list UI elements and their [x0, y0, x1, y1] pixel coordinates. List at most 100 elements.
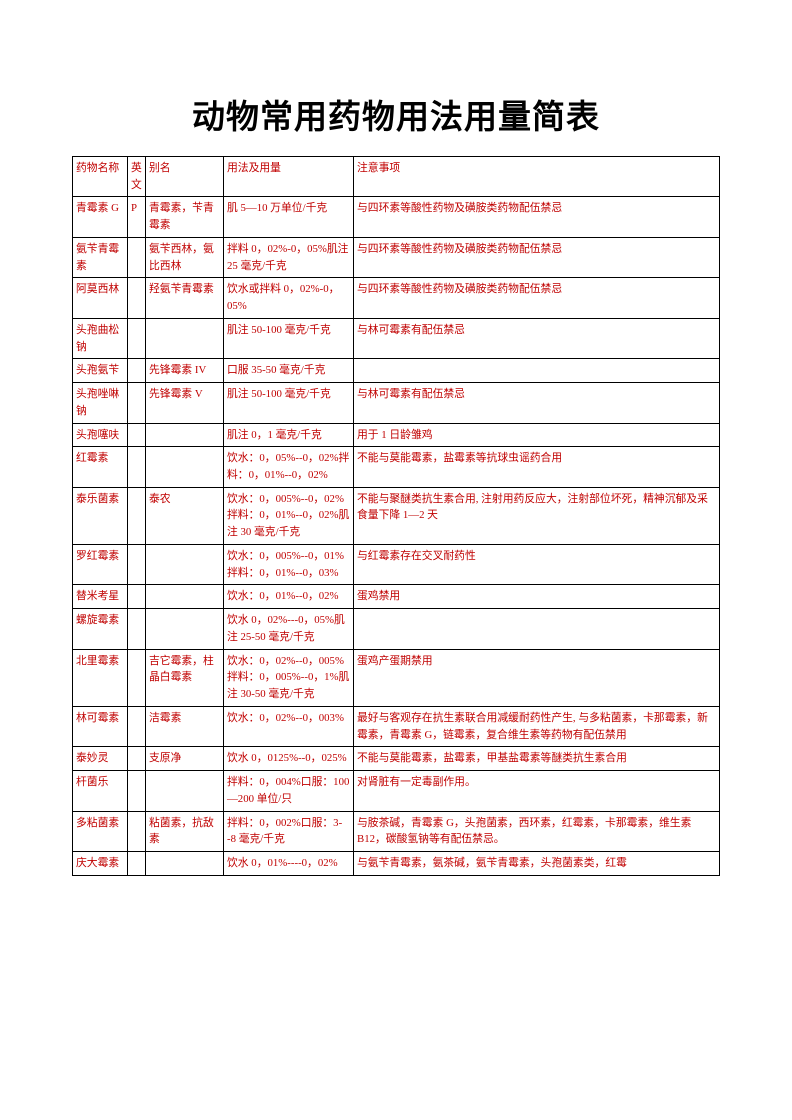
cell-alias: 先锋霉素 V [146, 383, 224, 423]
table-row: 泰乐菌素泰农饮水：0，005%--0，02%拌料：0，01%--0，02%肌注 … [73, 487, 720, 544]
cell-alias [146, 447, 224, 487]
cell-alias: 洁霉素 [146, 706, 224, 746]
cell-note [354, 609, 720, 649]
cell-alias: 青霉素，苄青霉素 [146, 197, 224, 237]
cell-en: P [128, 197, 146, 237]
drug-table: 药物名称英文别名用法及用量注意事项青霉素 GP青霉素，苄青霉素肌 5—10 万单… [72, 156, 720, 876]
cell-name: 杆菌乐 [73, 771, 128, 811]
cell-name: 北里霉素 [73, 649, 128, 706]
cell-en [128, 278, 146, 318]
cell-note: 与林可霉素有配伍禁忌 [354, 318, 720, 358]
table-row: 药物名称英文别名用法及用量注意事项 [73, 157, 720, 197]
cell-usage: 肌 5—10 万单位/千克 [224, 197, 354, 237]
cell-note: 不能与聚醚类抗生素合用, 注射用药反应大，注射部位坏死，精神沉郁及采食量下降 1… [354, 487, 720, 544]
cell-en [128, 447, 146, 487]
cell-alias [146, 423, 224, 447]
cell-note: 与林可霉素有配伍禁忌 [354, 383, 720, 423]
cell-en [128, 383, 146, 423]
cell-name: 替米考星 [73, 585, 128, 609]
table-row: 庆大霉素 饮水 0，01%----0，02%与氨苄青霉素，氨茶碱，氨苄青霉素，头孢… [73, 851, 720, 875]
table-row: 头孢氨苄先锋霉素 IV口服 35-50 毫克/千克 [73, 359, 720, 383]
cell-name: 青霉素 G [73, 197, 128, 237]
cell-alias [146, 544, 224, 584]
cell-name: 头孢噻呋 [73, 423, 128, 447]
cell-alias: 粘菌素，抗敌素 [146, 811, 224, 851]
cell-usage: 肌注 50-100 毫克/千克 [224, 318, 354, 358]
cell-alias [146, 771, 224, 811]
cell-note: 对肾脏有一定毒副作用。 [354, 771, 720, 811]
table-row: 泰妙灵支原净饮水 0，0125%--0，025%不能与莫能霉素，盐霉素，甲基盐霉… [73, 747, 720, 771]
cell-usage: 饮水：0，005%--0，02%拌料：0，01%--0，02%肌注 30 毫克/… [224, 487, 354, 544]
cell-en [128, 811, 146, 851]
cell-en [128, 359, 146, 383]
cell-name: 头孢曲松钠 [73, 318, 128, 358]
table-row: 杆菌乐 拌料：0，004%口服：100—200 单位/只对肾脏有一定毒副作用。 [73, 771, 720, 811]
table-row: 头孢唑啉钠先锋霉素 V肌注 50-100 毫克/千克与林可霉素有配伍禁忌 [73, 383, 720, 423]
cell-note: 与四环素等酸性药物及磺胺类药物配伍禁忌 [354, 237, 720, 277]
cell-en [128, 851, 146, 875]
cell-name: 多粘菌素 [73, 811, 128, 851]
cell-en [128, 609, 146, 649]
cell-usage: 拌料：0，002%口服：3--8 毫克/千克 [224, 811, 354, 851]
cell-note [354, 359, 720, 383]
table-row: 头孢曲松钠 肌注 50-100 毫克/千克与林可霉素有配伍禁忌 [73, 318, 720, 358]
cell-name: 头孢氨苄 [73, 359, 128, 383]
cell-note: 与四环素等酸性药物及磺胺类药物配伍禁忌 [354, 197, 720, 237]
cell-alias: 羟氨苄青霉素 [146, 278, 224, 318]
cell-usage: 口服 35-50 毫克/千克 [224, 359, 354, 383]
cell-name: 庆大霉素 [73, 851, 128, 875]
cell-name: 阿莫西林 [73, 278, 128, 318]
cell-note: 最好与客观存在抗生素联合用减缓耐药性产生, 与多粘菌素，卡那霉素，新霉素，青霉素… [354, 706, 720, 746]
cell-en [128, 747, 146, 771]
header-alias: 别名 [146, 157, 224, 197]
cell-en [128, 649, 146, 706]
cell-en [128, 423, 146, 447]
cell-usage: 饮水：0，02%--0，005%拌料：0，005%--0，1%肌注 30-50 … [224, 649, 354, 706]
cell-name: 泰妙灵 [73, 747, 128, 771]
cell-usage: 饮水或拌料 0，02%-0，05% [224, 278, 354, 318]
cell-usage: 肌注 0，1 毫克/千克 [224, 423, 354, 447]
cell-name: 罗红霉素 [73, 544, 128, 584]
cell-note: 与胺茶碱，青霉素 G，头孢菌素，西环素，红霉素，卡那霉素，维生素 B12，碳酸氢… [354, 811, 720, 851]
page-title: 动物常用药物用法用量简表 [72, 90, 720, 138]
table-row: 林可霉素洁霉素饮水：0，02%--0，003%最好与客观存在抗生素联合用减缓耐药… [73, 706, 720, 746]
cell-en [128, 318, 146, 358]
cell-alias [146, 609, 224, 649]
cell-en [128, 585, 146, 609]
cell-name: 泰乐菌素 [73, 487, 128, 544]
cell-en [128, 544, 146, 584]
cell-note: 与红霉素存在交叉耐药性 [354, 544, 720, 584]
header-en: 英文 [128, 157, 146, 197]
cell-note: 不能与莫能霉素，盐霉素，甲基盐霉素等醚类抗生素合用 [354, 747, 720, 771]
table-row: 青霉素 GP青霉素，苄青霉素肌 5—10 万单位/千克与四环素等酸性药物及磺胺类… [73, 197, 720, 237]
cell-usage: 饮水 0，01%----0，02% [224, 851, 354, 875]
table-row: 红霉素饮水：0，05%--0，02%拌料：0，01%--0，02%不能与莫能霉素… [73, 447, 720, 487]
cell-note: 蛋鸡禁用 [354, 585, 720, 609]
table-row: 螺旋霉素饮水 0，02%---0，05%肌注 25-50 毫克/千克 [73, 609, 720, 649]
cell-alias [146, 585, 224, 609]
cell-usage: 拌料：0，004%口服：100—200 单位/只 [224, 771, 354, 811]
table-row: 罗红霉素 饮水：0，005%--0，01%拌料：0，01%--0，03%与红霉素存… [73, 544, 720, 584]
cell-usage: 饮水：0，01%--0，02% [224, 585, 354, 609]
cell-name: 林可霉素 [73, 706, 128, 746]
cell-alias: 先锋霉素 IV [146, 359, 224, 383]
cell-usage: 拌料 0，02%-0，05%肌注 25 毫克/千克 [224, 237, 354, 277]
cell-usage: 饮水：0，02%--0，003% [224, 706, 354, 746]
cell-usage: 肌注 50-100 毫克/千克 [224, 383, 354, 423]
table-row: 氨苄青霉素氨苄西林，氨比西林拌料 0，02%-0，05%肌注 25 毫克/千克与… [73, 237, 720, 277]
cell-alias: 泰农 [146, 487, 224, 544]
cell-alias [146, 851, 224, 875]
cell-name: 红霉素 [73, 447, 128, 487]
header-name: 药物名称 [73, 157, 128, 197]
cell-note: 与四环素等酸性药物及磺胺类药物配伍禁忌 [354, 278, 720, 318]
table-row: 多粘菌素粘菌素，抗敌素拌料：0，002%口服：3--8 毫克/千克与胺茶碱，青霉… [73, 811, 720, 851]
cell-usage: 饮水：0，005%--0，01%拌料：0，01%--0，03% [224, 544, 354, 584]
cell-name: 头孢唑啉钠 [73, 383, 128, 423]
cell-usage: 饮水 0，02%---0，05%肌注 25-50 毫克/千克 [224, 609, 354, 649]
header-note: 注意事项 [354, 157, 720, 197]
cell-note: 用于 1 日龄雏鸡 [354, 423, 720, 447]
cell-alias: 吉它霉素，柱晶白霉素 [146, 649, 224, 706]
table-row: 北里霉素吉它霉素，柱晶白霉素饮水：0，02%--0，005%拌料：0，005%-… [73, 649, 720, 706]
cell-name: 氨苄青霉素 [73, 237, 128, 277]
cell-note: 与氨苄青霉素，氨茶碱，氨苄青霉素，头孢菌素类，红霉 [354, 851, 720, 875]
